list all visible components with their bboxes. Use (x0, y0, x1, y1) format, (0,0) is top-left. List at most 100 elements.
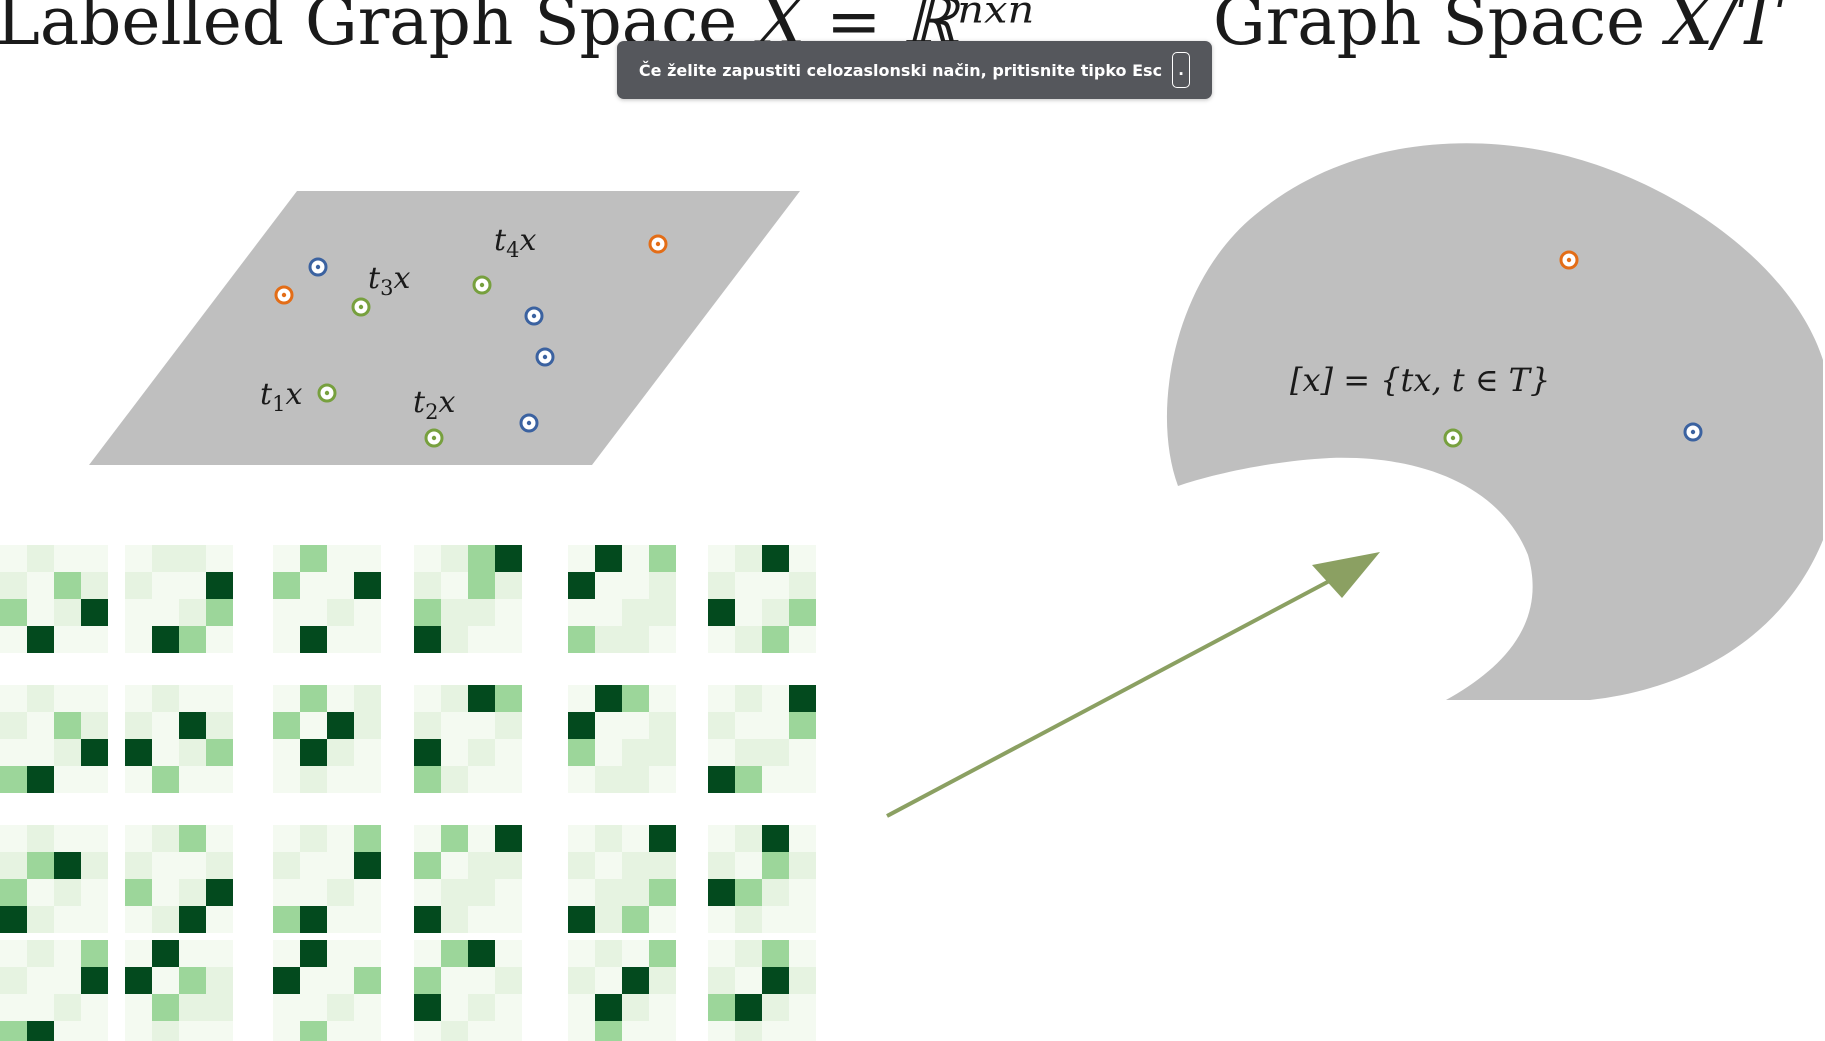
matrix-cell (495, 852, 522, 879)
matrix-cell (622, 852, 649, 879)
matrix-cell (649, 599, 676, 626)
matrix-cell (762, 967, 789, 994)
matrix-cell (495, 906, 522, 933)
matrix-cell (789, 825, 816, 852)
matrix-cell (595, 685, 622, 712)
matrix-cell (206, 626, 233, 653)
matrix-cell (273, 739, 300, 766)
matrix-cell (81, 766, 108, 793)
matrix-cell (622, 994, 649, 1021)
matrix-cell (649, 572, 676, 599)
matrix-cell (179, 967, 206, 994)
matrix-cell (708, 626, 735, 653)
matrix-cell (300, 739, 327, 766)
matrix-cell (300, 940, 327, 967)
matrix-cell (273, 852, 300, 879)
matrix-cell (789, 599, 816, 626)
matrix-cell (54, 766, 81, 793)
matrix-cell (649, 825, 676, 852)
matrix-cell (735, 739, 762, 766)
matrix-cell (152, 967, 179, 994)
matrix-cell (414, 766, 441, 793)
matrix-cell (354, 712, 381, 739)
matrix-cell (354, 739, 381, 766)
matrix-cell (300, 766, 327, 793)
matrix-cell (54, 940, 81, 967)
matrix-cell (568, 766, 595, 793)
matrix-cell (568, 572, 595, 599)
matrix-cell (649, 940, 676, 967)
matrix-cell (735, 1021, 762, 1041)
matrix-cell (414, 906, 441, 933)
matrix-cell (468, 994, 495, 1021)
matrix-cell (495, 879, 522, 906)
matrix-cell (300, 825, 327, 852)
point-orange (1559, 250, 1579, 270)
matrix-cell (595, 739, 622, 766)
matrix-cell (327, 712, 354, 739)
matrix-cell (0, 599, 27, 626)
matrix-cell (495, 1021, 522, 1041)
matrix-cell (273, 545, 300, 572)
adjacency-matrix (414, 940, 522, 1041)
matrix-cell (206, 994, 233, 1021)
adjacency-matrix (414, 685, 522, 793)
matrix-cell (568, 712, 595, 739)
matrix-cell (206, 906, 233, 933)
matrix-cell (354, 1021, 381, 1041)
matrix-cell (595, 967, 622, 994)
matrix-cell (54, 626, 81, 653)
matrix-cell (414, 852, 441, 879)
matrix-cell (468, 572, 495, 599)
matrix-cell (568, 599, 595, 626)
matrix-cell (125, 852, 152, 879)
matrix-cell (125, 825, 152, 852)
matrix-cell (708, 599, 735, 626)
matrix-cell (0, 825, 27, 852)
matrix-cell (595, 879, 622, 906)
matrix-cell (414, 739, 441, 766)
matrix-cell (468, 940, 495, 967)
matrix-cell (495, 545, 522, 572)
matrix-cell (179, 626, 206, 653)
matrix-cell (327, 825, 354, 852)
matrix-cell (649, 879, 676, 906)
label-t2x: t2x (413, 385, 455, 424)
matrix-cell (81, 626, 108, 653)
matrix-cell (81, 572, 108, 599)
title-right-math: X/T (1666, 0, 1780, 60)
matrix-cell (468, 626, 495, 653)
matrix-cell (622, 626, 649, 653)
matrix-cell (273, 572, 300, 599)
matrix-cell (735, 879, 762, 906)
point-blue (308, 257, 328, 277)
matrix-cell (273, 940, 300, 967)
matrix-cell (81, 685, 108, 712)
matrix-cell (468, 739, 495, 766)
matrix-cell (179, 545, 206, 572)
matrix-cell (354, 940, 381, 967)
arrow-shaft (886, 576, 1336, 818)
matrix-cell (468, 1021, 495, 1041)
matrix-cell (0, 739, 27, 766)
matrix-cell (649, 545, 676, 572)
matrix-cell (54, 1021, 81, 1041)
matrix-cell (27, 879, 54, 906)
matrix-cell (327, 852, 354, 879)
point-orange (648, 234, 668, 254)
matrix-cell (152, 825, 179, 852)
adjacency-matrix (125, 825, 233, 933)
matrix-cell (300, 599, 327, 626)
matrix-cell (568, 906, 595, 933)
matrix-cell (300, 685, 327, 712)
matrix-cell (649, 852, 676, 879)
matrix-cell (300, 994, 327, 1021)
matrix-cell (54, 739, 81, 766)
adjacency-matrix (708, 545, 816, 653)
matrix-cell (273, 766, 300, 793)
matrix-cell (495, 766, 522, 793)
matrix-cell (735, 967, 762, 994)
matrix-cell (622, 572, 649, 599)
matrix-cell (414, 940, 441, 967)
matrix-cell (54, 572, 81, 599)
